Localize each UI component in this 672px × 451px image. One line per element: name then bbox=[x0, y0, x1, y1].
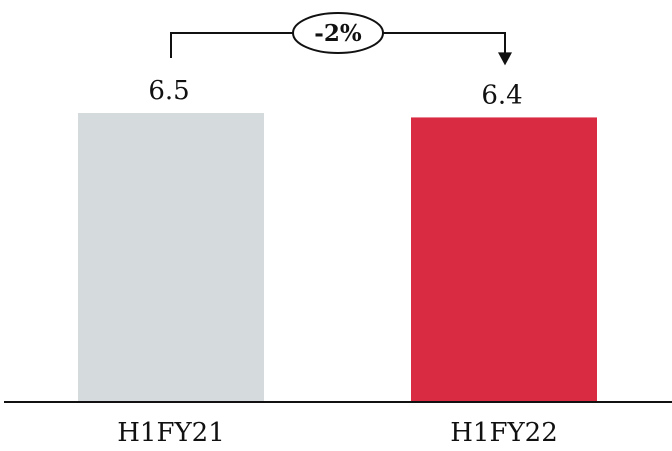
value-label-h1fy21: 6.5 bbox=[148, 76, 189, 106]
value-label-h1fy22: 6.4 bbox=[481, 80, 522, 110]
change-percent-label: -2% bbox=[314, 20, 362, 47]
bar-h1fy22 bbox=[411, 117, 597, 401]
category-labels-group: H1FY21 H1FY22 bbox=[117, 418, 558, 448]
arrow-down-icon bbox=[498, 52, 512, 66]
value-labels-group: 6.5 6.4 bbox=[148, 76, 522, 110]
change-badge bbox=[292, 12, 384, 54]
bar-h1fy21 bbox=[78, 113, 264, 401]
bars-group bbox=[78, 113, 597, 401]
category-label-h1fy21: H1FY21 bbox=[117, 418, 225, 448]
category-label-h1fy22: H1FY22 bbox=[450, 418, 558, 448]
change-annotation: -2% bbox=[170, 12, 512, 66]
